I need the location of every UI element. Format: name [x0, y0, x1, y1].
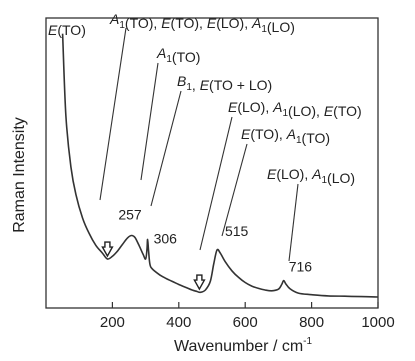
mode-annotation-text: E(LO), A1(LO), E(TO): [228, 99, 362, 119]
x-tick-label: 800: [299, 314, 324, 331]
mode-annotation-1: E(TO): [48, 22, 86, 38]
axes-layer: 200 400 600 800 1000: [45, 17, 395, 331]
series-layer: [61, 33, 379, 298]
mode-annotation-text: E(TO): [48, 22, 86, 38]
peak-label-306: 306: [154, 230, 178, 246]
x-axis-title: Wavenumber / cm-1: [174, 336, 313, 355]
x-tick-label: 1000: [361, 314, 394, 331]
y-axis-title: Raman Intensity: [11, 117, 28, 233]
raman-spectrum-line: [61, 33, 379, 298]
mode-annotation-5: E(LO), A1(LO), E(TO): [199, 99, 362, 251]
mode-annotation-text: E(LO), A1(LO): [267, 166, 355, 186]
mode-annotation-leader: [221, 143, 248, 237]
mode-annotation-3: A1(TO): [140, 45, 200, 181]
x-axis-title-text: Wavenumber / cm: [174, 338, 303, 355]
open-arrow-2: [193, 274, 206, 291]
mode-annotation-leader: [99, 27, 127, 201]
open-arrow-shape: [101, 241, 114, 258]
label-layer: 257 306 515 716: [101, 207, 313, 291]
open-arrow-shape: [193, 274, 206, 291]
mode-annotation-4: B1, E(TO + LO): [150, 73, 272, 207]
plot-frame: [45, 17, 379, 309]
mode-annotation-text: E(TO), A1(TO): [241, 126, 330, 146]
peak-label-716: 716: [289, 259, 313, 275]
mode-annotation-text: A1(TO), E(TO), E(LO), A1(LO): [109, 11, 295, 35]
mode-annotation-6: E(TO), A1(TO): [221, 126, 330, 237]
mode-annotation-text: A1(TO): [156, 45, 200, 65]
open-arrow-1: [101, 241, 114, 258]
annotation-layer: E(TO) A1(TO), E(TO), E(LO), A1(LO) A1(TO) B…: [48, 11, 362, 262]
mode-annotation-leader: [288, 183, 299, 262]
mode-annotation-2: A1(TO), E(TO), E(LO), A1(LO): [99, 11, 295, 201]
mode-annotation-leader: [140, 62, 159, 181]
x-axis-title-superscript: -1: [303, 336, 312, 347]
mode-annotation-leader: [150, 90, 182, 207]
x-tick-label: 200: [100, 314, 125, 331]
mode-annotation-7: E(LO), A1(LO): [267, 166, 355, 262]
x-tick-label: 600: [233, 314, 258, 331]
mode-annotation-text: B1, E(TO + LO): [177, 73, 272, 93]
peak-label-515: 515: [225, 223, 249, 239]
mode-annotation-leader: [199, 116, 233, 251]
peak-label-257: 257: [118, 207, 142, 223]
x-tick-label: 400: [166, 314, 191, 331]
